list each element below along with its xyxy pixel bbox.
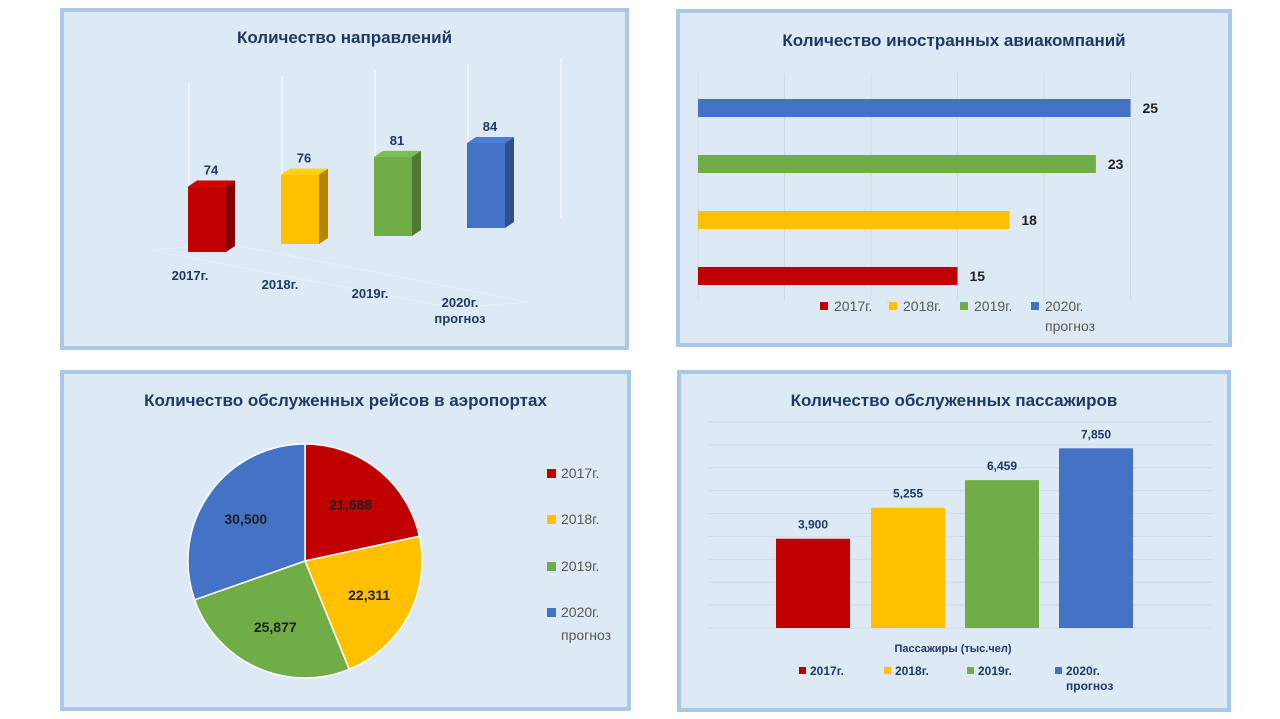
pie-slice	[304, 443, 421, 562]
legend-swatch	[960, 302, 968, 310]
bar	[698, 267, 958, 285]
data-label: 25,877	[254, 619, 297, 635]
airlines-panel: Количество иностранных авиакомпаний 15 18…	[676, 9, 1232, 347]
bar	[188, 186, 226, 252]
data-label: 22,311	[348, 587, 390, 603]
legend-swatch	[889, 302, 897, 310]
pie-slice	[187, 443, 306, 601]
bar-top	[188, 180, 235, 187]
legend-entry: прогноз	[1045, 318, 1095, 334]
bar	[965, 480, 1039, 628]
passengers-panel: Количество обслуженных пассажиров 3,900 5…	[677, 370, 1231, 712]
data-label: 6,459	[987, 459, 1017, 473]
bar-top	[467, 136, 514, 143]
category-label: 2020г. прогноз	[434, 295, 486, 326]
legend-entry: 2018г.	[895, 664, 929, 678]
x-axis-title: Пассажиры (тыс.чел)	[894, 643, 1011, 655]
legend-entry: 2019г.	[561, 558, 599, 574]
passengers-chart: 3,900 5,255 6,459 7,850 Пассажиры (тыс.чел) 2…	[709, 421, 1213, 693]
bar	[374, 156, 412, 236]
legend-swatch	[967, 667, 974, 674]
bar-side	[412, 150, 421, 236]
legend-swatch	[799, 667, 806, 674]
bar	[871, 507, 945, 628]
pie-slice	[193, 560, 351, 679]
legend-entry: прогноз	[1066, 679, 1113, 693]
bar	[698, 99, 1131, 117]
legend-swatch	[547, 608, 556, 617]
data-label: 15	[970, 268, 986, 284]
bar	[1059, 448, 1133, 628]
category-label: 2017г.	[172, 268, 209, 283]
data-label: 18	[1021, 212, 1037, 228]
bar	[281, 174, 319, 244]
legend-swatch	[1031, 302, 1039, 310]
legend-swatch	[884, 667, 891, 674]
data-label: 3,900	[798, 518, 828, 532]
data-label: 81	[390, 133, 404, 148]
data-label: 5,255	[893, 487, 923, 501]
legend-swatch	[1055, 667, 1062, 674]
bar-side	[319, 168, 328, 244]
flights-chart: 21,688 22,311 25,877 30,500 2017г. 2018г. 2019…	[187, 443, 611, 679]
airlines-title: Количество иностранных авиакомпаний	[782, 31, 1126, 50]
bar	[776, 538, 850, 628]
directions-chart: 74 2017г. 76 2018г. 81 2019г. 84 2020г. прогноз	[149, 58, 562, 326]
bar-side	[226, 180, 235, 252]
data-label: 74	[204, 163, 219, 178]
bar	[698, 211, 1010, 229]
bar	[467, 142, 505, 228]
directions-panel: Количество направлений 74 2017г. 76 2018г. 8…	[60, 8, 629, 350]
data-label: 23	[1108, 156, 1124, 172]
passengers-title: Количество обслуженных пассажиров	[790, 391, 1118, 410]
legend-entry: 2017г.	[810, 664, 844, 678]
directions-title: Количество направлений	[236, 28, 453, 47]
legend-entry: 2020г.	[1045, 298, 1083, 314]
pie-slice	[303, 535, 423, 671]
legend-entry: 2019г.	[978, 664, 1012, 678]
data-label: 25	[1143, 100, 1159, 116]
legend-entry: 2018г.	[561, 511, 599, 527]
category-label: 2019г.	[352, 286, 389, 301]
legend-swatch	[547, 562, 556, 571]
legend-entry: 2020г.	[561, 604, 599, 620]
data-label: 76	[297, 151, 311, 166]
bar-side	[505, 136, 514, 228]
legend-entry: 2017г.	[834, 298, 872, 314]
legend-swatch	[820, 302, 828, 310]
bar-top	[281, 168, 328, 175]
legend-entry: 2020г.	[1066, 664, 1100, 678]
flights-panel: Количество обслуженных рейсов в аэропорт…	[60, 370, 631, 711]
legend-swatch	[547, 515, 556, 524]
data-label: 7,850	[1081, 427, 1111, 441]
legend-swatch	[547, 469, 556, 478]
data-label: 84	[483, 119, 498, 134]
legend-entry: прогноз	[561, 627, 611, 643]
legend-entry: 2018г.	[903, 298, 941, 314]
data-label: 21,688	[329, 497, 372, 513]
data-label: 30,500	[224, 511, 267, 527]
category-label: 2018г.	[262, 277, 299, 292]
bar	[698, 155, 1096, 173]
legend-entry: 2017г.	[561, 465, 599, 481]
airlines-chart: 15 18 23 25 2017г. 2018г. 2019г. 2020г. прогноз	[697, 73, 1159, 334]
flights-title: Количество обслуженных рейсов в аэропорт…	[144, 391, 547, 410]
bar-top	[374, 150, 421, 157]
legend-entry: 2019г.	[974, 298, 1012, 314]
